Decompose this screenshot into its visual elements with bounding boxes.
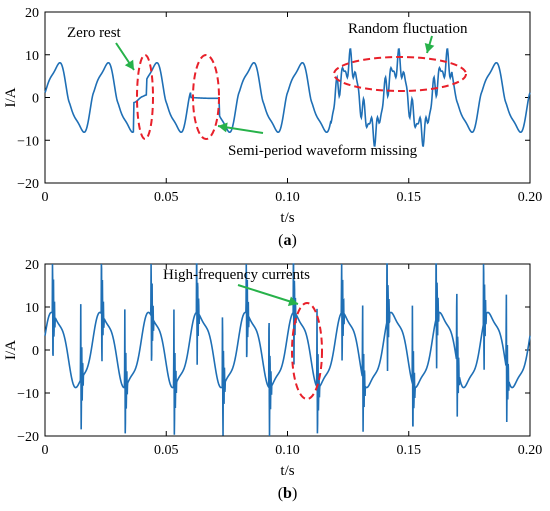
- missing-waveform-ellipse: [192, 54, 220, 140]
- y-tick-label: 10: [25, 301, 39, 316]
- panel-caption-b: (b): [278, 485, 298, 502]
- y-tick-label: −20: [17, 177, 39, 192]
- y-tick-label: 20: [25, 258, 39, 273]
- random-fluctuation-ellipse: [333, 56, 467, 92]
- random-fluctuation-arrow-head: [424, 42, 435, 53]
- x-tick-label: 0: [42, 443, 49, 458]
- high-frequency-arrow: [237, 284, 299, 305]
- current-waveform-b: [44, 263, 531, 437]
- high-frequency-arrow-head: [287, 296, 298, 307]
- y-tick-label: 20: [25, 6, 39, 21]
- x-tick-label: 0.20: [518, 190, 543, 205]
- high-frequency-ellipse: [291, 302, 323, 400]
- x-tick-label: 0: [42, 190, 49, 205]
- annotation-zero-rest: Zero rest: [67, 25, 122, 41]
- annotation-high-frequency: High-frequency currents: [163, 267, 310, 283]
- x-tick-label: 0.20: [518, 443, 543, 458]
- zero-rest-ellipse: [136, 54, 154, 140]
- panel-caption-letter: b: [283, 485, 292, 502]
- y-tick-label: 10: [25, 49, 39, 64]
- x-axis-label: t/s: [280, 210, 294, 226]
- annotation-semi-period-missing: Semi-period waveform missing: [228, 143, 418, 159]
- x-tick-label: 0.05: [154, 190, 179, 205]
- missing-waveform-arrow-head: [218, 122, 228, 133]
- x-tick-label: 0.10: [275, 190, 300, 205]
- x-tick-label: 0.15: [397, 190, 422, 205]
- zero-rest-arrow-head: [124, 59, 134, 70]
- x-axis-label: t/s: [280, 463, 294, 479]
- panel-caption-a: (a): [278, 232, 297, 249]
- annotation-random-fluctuation: Random fluctuation: [348, 21, 468, 37]
- y-axis-label: I/A: [3, 340, 19, 360]
- x-tick-label: 0.10: [275, 443, 300, 458]
- x-tick-label: 0.05: [154, 443, 179, 458]
- current-waveform-a: [44, 48, 531, 147]
- y-axis-label: I/A: [3, 87, 19, 107]
- y-tick-label: 0: [32, 344, 39, 359]
- panel-caption-letter: a: [284, 232, 292, 249]
- y-tick-label: −20: [17, 430, 39, 445]
- y-tick-label: −10: [17, 387, 39, 402]
- x-tick-label: 0.15: [397, 443, 422, 458]
- y-tick-label: −10: [17, 134, 39, 149]
- y-tick-label: 0: [32, 92, 39, 107]
